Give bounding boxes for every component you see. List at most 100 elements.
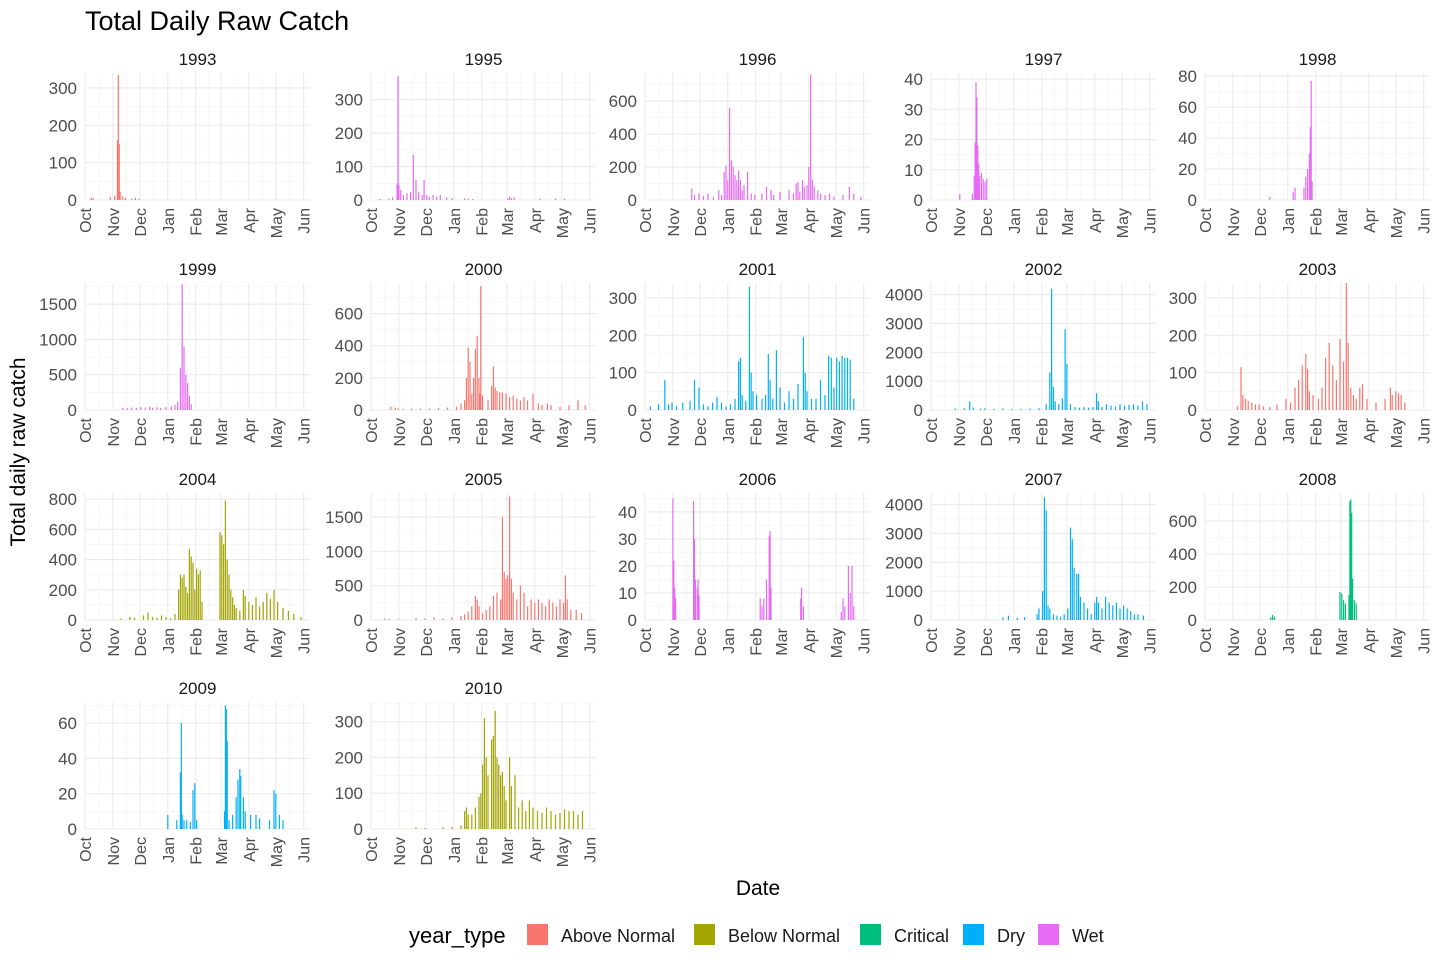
bar bbox=[134, 197, 136, 200]
bar bbox=[1404, 402, 1406, 410]
y-tick-label: 200 bbox=[335, 748, 363, 767]
y-tick-label: 600 bbox=[49, 520, 77, 539]
bar bbox=[1361, 383, 1364, 410]
x-tick-label: Dec bbox=[419, 418, 436, 446]
x-tick-label: Jun bbox=[297, 628, 314, 654]
bar bbox=[702, 404, 705, 410]
x-tick-label: Jan bbox=[161, 418, 178, 444]
facet-strip-label: 1997 bbox=[1025, 50, 1063, 69]
bar bbox=[509, 496, 511, 620]
bar bbox=[244, 811, 246, 829]
facet-panel-2001: 2001 0 100 200 300 Oct Nov Dec Jan Feb Mar Apr May Ju… bbox=[609, 260, 874, 448]
x-tick-label: Apr bbox=[528, 627, 545, 653]
bar bbox=[421, 194, 423, 200]
bar bbox=[836, 357, 838, 410]
bar bbox=[963, 408, 965, 410]
y-tick-label: 200 bbox=[1169, 578, 1197, 597]
bar bbox=[390, 406, 392, 410]
x-tick-label: Jan bbox=[447, 418, 464, 444]
x-tick-label: May bbox=[829, 418, 846, 448]
x-tick-label: May bbox=[1389, 208, 1406, 238]
bar bbox=[1123, 405, 1126, 410]
bar bbox=[251, 604, 253, 620]
bar bbox=[492, 366, 494, 410]
bar bbox=[1137, 405, 1139, 410]
bar bbox=[174, 405, 176, 410]
bar bbox=[972, 407, 974, 410]
bar bbox=[673, 560, 675, 620]
bar bbox=[1105, 404, 1108, 410]
x-tick-label: Oct bbox=[364, 417, 381, 442]
bar bbox=[426, 194, 428, 200]
x-tick-label: Dec bbox=[419, 837, 436, 865]
bar bbox=[1096, 596, 1098, 620]
bar bbox=[1328, 342, 1330, 410]
bar bbox=[527, 400, 529, 410]
bar bbox=[516, 398, 518, 410]
bar bbox=[118, 143, 120, 200]
x-tick-label: Jan bbox=[1007, 628, 1024, 654]
bar bbox=[959, 193, 961, 200]
bar bbox=[144, 407, 146, 410]
facet-strip-label: 1996 bbox=[739, 50, 777, 69]
y-tick-label: 0 bbox=[628, 611, 637, 630]
bar bbox=[509, 757, 511, 829]
y-tick-label: 100 bbox=[49, 154, 77, 173]
bar bbox=[185, 374, 187, 410]
x-tick-label: Mar bbox=[214, 207, 231, 235]
x-tick-label: Apr bbox=[528, 207, 545, 233]
bar bbox=[1092, 407, 1094, 410]
bar bbox=[467, 347, 469, 410]
x-tick-label: Nov bbox=[392, 208, 409, 236]
bar bbox=[388, 618, 390, 620]
y-tick-label: 0 bbox=[354, 611, 363, 630]
bar bbox=[465, 377, 467, 410]
x-tick-label: Mar bbox=[214, 627, 231, 655]
x-tick-label: Mar bbox=[500, 836, 517, 864]
y-tick-label: 1500 bbox=[325, 508, 363, 527]
y-tick-label: 30 bbox=[904, 100, 923, 119]
bar bbox=[415, 827, 417, 829]
x-tick-label: Mar bbox=[1060, 207, 1077, 235]
bar bbox=[802, 337, 804, 410]
x-tick-label: Nov bbox=[952, 628, 969, 656]
bar bbox=[532, 393, 534, 410]
bar bbox=[693, 380, 696, 410]
x-tick-label: Jun bbox=[1143, 208, 1160, 234]
x-tick-label: Oct bbox=[78, 417, 95, 442]
facet-panel-2002: 2002 0 1000 2000 3000 4000 Oct Nov Dec Jan Feb Mar A… bbox=[885, 260, 1160, 448]
bar bbox=[1069, 404, 1072, 410]
bar bbox=[1002, 408, 1004, 410]
bar bbox=[842, 195, 844, 200]
bar bbox=[819, 380, 822, 410]
bar bbox=[1301, 365, 1303, 410]
facet-strip-label: 2007 bbox=[1025, 470, 1063, 489]
x-tick-label: Mar bbox=[214, 417, 231, 445]
facet-panel-1997: 1997 0 10 20 30 40 Oct Nov Dec Jan Feb Mar Apr May Jun bbox=[904, 50, 1160, 238]
bar bbox=[496, 390, 498, 410]
bar bbox=[428, 408, 431, 410]
bar bbox=[763, 598, 765, 620]
bar bbox=[446, 197, 448, 200]
bar bbox=[181, 577, 183, 620]
bar bbox=[273, 790, 275, 829]
bar bbox=[415, 179, 417, 200]
bar bbox=[1097, 602, 1099, 620]
x-tick-label: May bbox=[269, 837, 286, 867]
bar bbox=[255, 597, 257, 620]
bar bbox=[783, 402, 786, 410]
x-tick-label: Jun bbox=[857, 208, 874, 234]
legend: year_type Above Normal Below Normal Critic… bbox=[409, 923, 1104, 948]
x-tick-label: Apr bbox=[242, 836, 259, 862]
bar bbox=[1002, 617, 1004, 620]
x-tick-label: Nov bbox=[952, 208, 969, 236]
x-tick-label: Dec bbox=[979, 628, 996, 656]
bar bbox=[754, 195, 756, 200]
bar bbox=[183, 820, 185, 829]
bar bbox=[581, 613, 583, 620]
y-tick-label: 20 bbox=[1178, 160, 1197, 179]
bar bbox=[765, 579, 768, 620]
bar bbox=[398, 184, 400, 200]
x-tick-label: Feb bbox=[1035, 208, 1052, 236]
bar bbox=[830, 357, 832, 410]
